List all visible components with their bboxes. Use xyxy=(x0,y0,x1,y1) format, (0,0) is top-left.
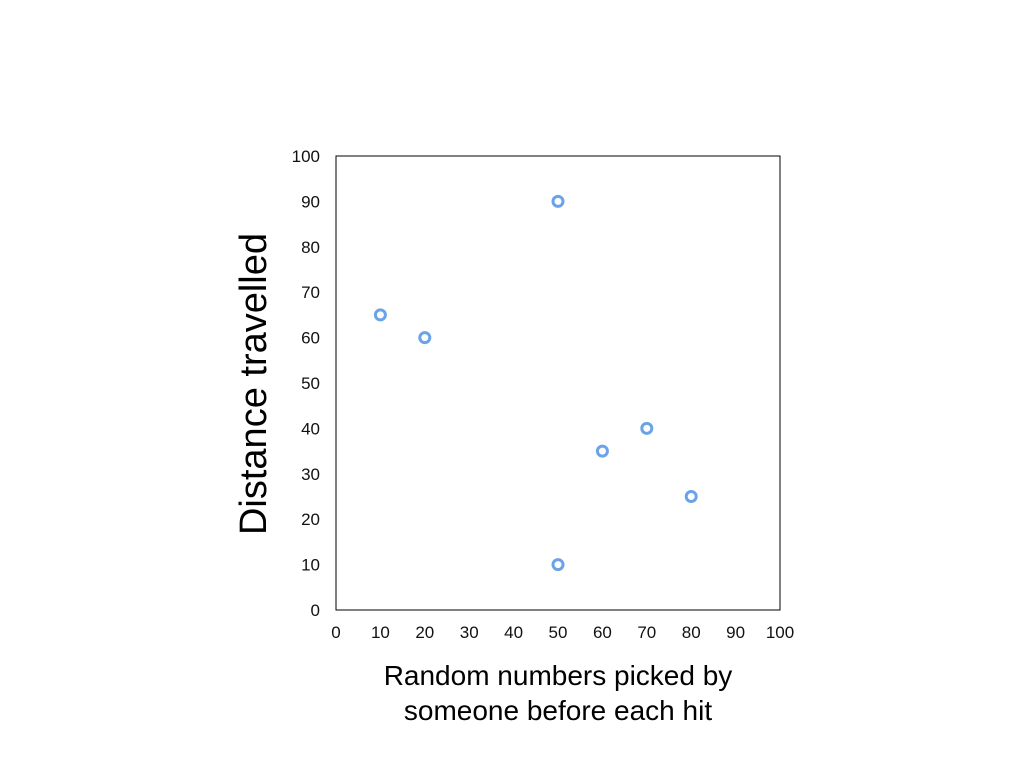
y-axis-title: Distance travelled xyxy=(233,233,275,535)
data-point xyxy=(551,558,565,572)
data-point xyxy=(684,490,698,503)
y-tick-label: 70 xyxy=(301,283,320,302)
y-axis-ticks: 0 10 20 30 40 50 60 70 80 90 100 xyxy=(292,147,320,620)
x-tick-label: 70 xyxy=(637,623,656,642)
data-points xyxy=(373,194,698,572)
x-tick-label: 10 xyxy=(371,623,390,642)
y-tick-label: 10 xyxy=(301,556,320,575)
x-tick-label: 80 xyxy=(682,623,701,642)
y-tick-label: 50 xyxy=(301,374,320,393)
x-tick-label: 100 xyxy=(766,623,794,642)
y-tick-label: 60 xyxy=(301,329,320,348)
y-tick-label: 100 xyxy=(292,147,320,166)
x-tick-label: 30 xyxy=(460,623,479,642)
x-tick-label: 60 xyxy=(593,623,612,642)
data-point xyxy=(418,331,432,345)
plot-area-frame xyxy=(335,155,781,611)
x-axis-title-line-2: someone before each hit xyxy=(404,695,712,726)
y-tick-label: 80 xyxy=(301,238,320,257)
x-tick-label: 0 xyxy=(331,623,340,642)
y-tick-label: 90 xyxy=(301,192,320,211)
y-tick-label: 0 xyxy=(311,601,320,620)
data-point xyxy=(373,308,387,322)
x-tick-label: 20 xyxy=(415,623,434,642)
data-point xyxy=(595,444,609,458)
y-tick-label: 40 xyxy=(301,419,320,438)
x-tick-label: 50 xyxy=(549,623,568,642)
y-tick-label: 30 xyxy=(301,465,320,484)
y-tick-label: 20 xyxy=(301,510,320,529)
x-axis-title-line-1: Random numbers picked by xyxy=(384,660,733,691)
x-axis-ticks: 0 10 20 30 40 50 60 70 80 90 100 xyxy=(331,623,794,642)
x-tick-label: 40 xyxy=(504,623,523,642)
data-point xyxy=(640,421,654,435)
x-tick-label: 90 xyxy=(726,623,745,642)
data-point xyxy=(551,194,565,208)
